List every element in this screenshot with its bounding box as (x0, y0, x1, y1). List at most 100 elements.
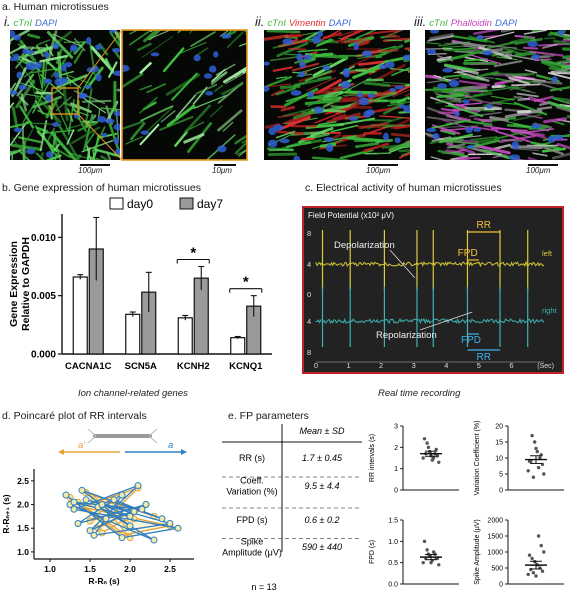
trace-left (315, 260, 545, 268)
bar-day0 (177, 317, 193, 355)
fiber (451, 151, 465, 156)
table-row-label: Spike (241, 537, 264, 547)
fiber (427, 35, 454, 42)
fiber (90, 156, 97, 160)
fiber (129, 30, 139, 35)
poincare-point (110, 496, 118, 504)
poincare-point (126, 512, 134, 520)
significance-star: * (190, 245, 196, 262)
table-header: Mean ± SD (300, 426, 345, 436)
fiber (81, 99, 112, 103)
fiber (175, 94, 197, 118)
fiber (279, 116, 311, 131)
inset-label-a: a (168, 440, 173, 451)
fiber (166, 104, 196, 127)
y-axis-label: Gene ExpressionRelative to GAPDH (8, 237, 32, 331)
fiber (287, 34, 303, 38)
nucleus (101, 132, 108, 137)
fiber (390, 118, 410, 130)
nucleus (112, 47, 120, 53)
fiber (129, 30, 153, 46)
fiber (381, 143, 410, 149)
fiber (85, 132, 95, 145)
fiber (334, 38, 347, 43)
fiber (383, 55, 410, 64)
fiber (18, 81, 43, 91)
fiber (539, 101, 552, 106)
fiber (494, 77, 514, 83)
rr-label-bottom: RR (477, 352, 491, 363)
fiber (39, 120, 48, 152)
nucleus (326, 143, 334, 152)
nucleus (383, 132, 389, 141)
micrograph-ii (264, 30, 410, 160)
dotplot-y-label: Spike Amplitude (μV) (474, 519, 481, 585)
nucleus (86, 37, 92, 45)
fiber (338, 30, 360, 37)
fiber (222, 121, 234, 132)
fiber (241, 139, 247, 144)
data-point (538, 456, 542, 460)
fiber (387, 100, 410, 107)
fiber (50, 131, 77, 160)
data-point (533, 440, 537, 444)
nucleus (97, 115, 107, 123)
nucleus (217, 145, 227, 153)
x-tick-label: 4 (444, 361, 448, 370)
fiber (462, 90, 485, 93)
fiber (66, 129, 75, 145)
rr-label-top: RR (477, 220, 491, 231)
nucleus (437, 83, 447, 90)
fiber (536, 106, 553, 111)
x-tick-label: 1.0 (44, 564, 56, 574)
data-point (542, 550, 546, 554)
fiber (54, 153, 58, 160)
nucleus (85, 84, 92, 89)
fiber (533, 58, 552, 61)
fiber (139, 84, 152, 91)
nucleus (52, 122, 60, 127)
fp-parameters-table: Mean ± SD RR (s) 1.7 ± 0.45 Coeff.Variation… (222, 424, 362, 592)
fiber (374, 63, 406, 82)
data-point (534, 574, 538, 578)
fiber (446, 142, 476, 155)
fiber (551, 96, 570, 102)
fiber (50, 46, 76, 78)
poincare-point (102, 515, 110, 523)
dotplot-y-label: FPD (s) (369, 540, 376, 564)
fiber (456, 70, 490, 82)
scale-label-i: 100μm (78, 166, 103, 175)
fiber (192, 86, 208, 105)
y-tick-label: 1.5 (17, 523, 29, 533)
nucleus (465, 126, 473, 134)
fiber (491, 49, 514, 57)
fiber (363, 81, 391, 87)
poincare-point (98, 501, 106, 509)
data-point (526, 469, 530, 473)
nucleus (64, 62, 73, 68)
fiber (442, 73, 468, 78)
nucleus (10, 30, 16, 38)
nucleus (448, 79, 460, 87)
fiber (547, 100, 566, 108)
stain-label: DAPI (34, 18, 58, 29)
fiber (382, 102, 404, 115)
device-inset: a' a (58, 428, 187, 455)
bar-day0 (72, 276, 88, 355)
nucleus (208, 65, 217, 73)
fiber (493, 60, 523, 68)
fiber (473, 30, 502, 35)
nucleus (389, 87, 396, 92)
poincare-point (142, 501, 150, 509)
data-point (437, 460, 441, 464)
y-tick-label: 0 (499, 582, 503, 589)
fiber (122, 120, 144, 130)
legend-label: day0 (127, 197, 153, 211)
fiber (225, 30, 234, 37)
y-tick-label: 8 (307, 348, 311, 357)
fiber (81, 139, 114, 153)
fiber (550, 102, 570, 111)
fiber (86, 146, 91, 160)
fiber (304, 69, 333, 82)
fiber (115, 30, 120, 48)
